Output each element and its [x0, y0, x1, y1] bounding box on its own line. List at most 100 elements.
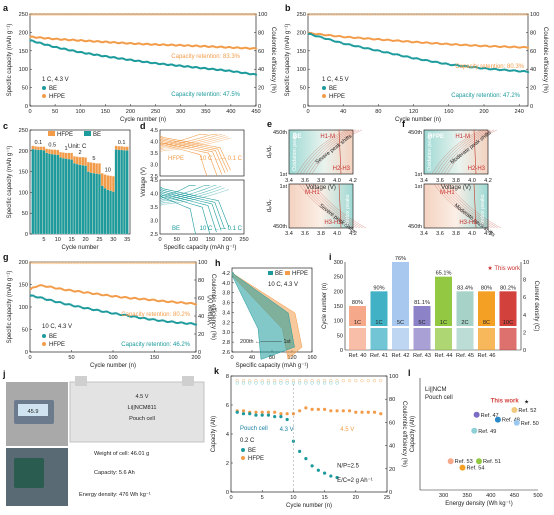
- y2-tick-label: 60: [198, 296, 204, 302]
- discharge-curve: [159, 194, 196, 235]
- ce-point: [517, 13, 520, 16]
- y-tick-label: 200: [334, 289, 343, 295]
- y-tick-label: 150: [334, 304, 343, 310]
- ce-point: [89, 261, 92, 265]
- be-bar: [42, 150, 46, 235]
- ce-point: [189, 13, 193, 16]
- ce-point: [354, 378, 358, 383]
- ce-point: [126, 261, 130, 265]
- ce-point: [170, 261, 174, 265]
- ce-point: [63, 13, 66, 16]
- ce-point: [249, 13, 252, 16]
- x-tick-label: 120: [409, 109, 418, 115]
- y2-tick-label: 80: [389, 397, 395, 403]
- ce-point: [105, 13, 109, 16]
- y-axis-label: Specific capacity (mAh g⁻¹): [7, 24, 13, 97]
- rate-label: 0.1: [34, 140, 42, 146]
- ce-point: [98, 261, 101, 265]
- hfpe-point: [317, 32, 321, 35]
- y-tick-label: 100: [334, 319, 343, 325]
- y-tick-label: 300: [334, 260, 343, 266]
- y-tick-label: 100: [19, 305, 28, 311]
- ce-point: [80, 261, 83, 265]
- ce-point: [355, 13, 358, 16]
- ce-point: [156, 13, 159, 16]
- retention-label: 83.4%: [457, 285, 473, 291]
- y-label-top: 450th: [408, 224, 422, 230]
- ce-point: [127, 13, 130, 16]
- y-tick-label: 50: [337, 333, 343, 339]
- y2-tick-label: 4: [523, 313, 526, 319]
- ce-point: [525, 13, 528, 16]
- x-tick-label: 50: [174, 237, 180, 243]
- ce-point: [81, 13, 85, 16]
- ce-point: [260, 381, 264, 385]
- panel-label-a: a: [3, 3, 9, 13]
- y2-tick-label: 40: [198, 314, 204, 320]
- ce-point: [154, 261, 157, 265]
- photo-pouch-cell: [69, 381, 205, 443]
- be-bar: [59, 157, 62, 235]
- ce-point: [209, 13, 213, 16]
- x-axis-label: Cycle number: [61, 245, 98, 251]
- ref-point: [447, 458, 454, 465]
- ce-point: [324, 13, 327, 16]
- be-bar: [78, 164, 82, 235]
- ce-point: [335, 381, 339, 385]
- hfpe-point: [517, 46, 520, 49]
- voltage-band: [231, 271, 295, 360]
- rate-bar: [478, 328, 495, 350]
- be-point: [260, 413, 264, 417]
- ce-point: [451, 13, 454, 16]
- ce-point: [388, 13, 391, 16]
- legend-be-swatch: [268, 271, 273, 275]
- rate-label: 1: [65, 146, 68, 152]
- ref-point: [476, 458, 482, 465]
- contour: [448, 183, 502, 229]
- hfpe-point: [194, 303, 198, 306]
- ce-point: [169, 13, 173, 16]
- voltage-label: 4.3 V: [280, 427, 294, 433]
- retention-be: Capacity retention: 46.2%: [121, 342, 190, 348]
- be-bar: [31, 149, 35, 235]
- y-tick-label: 3.2: [222, 320, 230, 326]
- ce-point: [248, 378, 252, 383]
- x-tick-label: 3.8: [452, 231, 460, 237]
- ce-point: [185, 13, 189, 16]
- contour: [308, 129, 360, 175]
- ce-point: [66, 261, 69, 265]
- rate-bar: [349, 328, 366, 350]
- be-bar: [48, 153, 51, 235]
- legend-hfpe-marker: [42, 342, 46, 346]
- hfpe-point: [459, 44, 462, 47]
- contour: [436, 183, 490, 229]
- ce-point: [506, 13, 509, 16]
- y2-tick-label: 0: [530, 104, 533, 110]
- ce-point: [468, 13, 472, 16]
- y-tick-label: 2.8: [222, 340, 230, 346]
- hfpe-point: [482, 44, 486, 47]
- be-bar: [53, 154, 57, 235]
- ce-point: [188, 13, 191, 16]
- ce-point: [214, 13, 218, 16]
- ce-point: [310, 378, 314, 383]
- ce-point: [452, 13, 456, 16]
- hfpe-point: [366, 37, 369, 40]
- ce-point: [32, 13, 36, 16]
- rate-label: 0.1: [118, 140, 126, 146]
- ce-point: [471, 13, 475, 16]
- ce-point: [248, 381, 252, 385]
- y2-tick-label: 60: [389, 420, 395, 426]
- ce-point: [93, 13, 97, 16]
- ce-point: [144, 13, 147, 16]
- x-tick-label: 3.6: [436, 231, 444, 237]
- be-bar: [111, 191, 115, 235]
- ce-point: [99, 13, 102, 16]
- ce-point: [92, 261, 95, 265]
- ce-point: [320, 13, 324, 16]
- be-point: [443, 62, 446, 65]
- x-tick-label: 4.0: [468, 231, 476, 237]
- hfpe-point: [522, 45, 525, 49]
- x-tick-label: 80: [269, 355, 275, 361]
- ce-point: [237, 13, 240, 16]
